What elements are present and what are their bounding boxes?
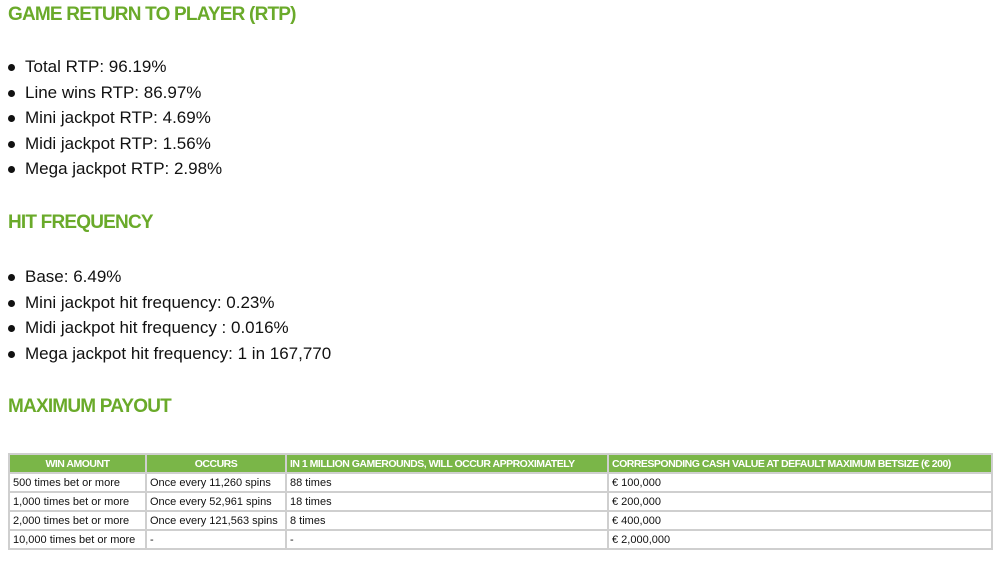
list: Base: 6.49% Mini jackpot hit frequency: …: [6, 264, 331, 366]
table-cell: 8 times: [285, 510, 609, 531]
list-item: Base: 6.49%: [6, 264, 331, 290]
table-cell: € 200,000: [607, 491, 993, 512]
table-cell: € 100,000: [607, 472, 993, 493]
table-row: 1,000 times bet or more Once every 52,961…: [8, 491, 993, 512]
table-row: 10,000 times bet or more - - € 2,000,000: [8, 529, 993, 550]
section-title: HIT FREQUENCY: [8, 212, 154, 233]
table-cell: € 400,000: [607, 510, 993, 531]
table-cell: € 2,000,000: [607, 529, 993, 550]
table-cell: Once every 52,961 spins: [145, 491, 287, 512]
list-item: Mini jackpot hit frequency: 0.23%: [6, 290, 331, 316]
table-cell: -: [145, 529, 287, 550]
payout-table: WIN AMOUNT OCCURS IN 1 MILLION GAMEROUND…: [8, 453, 993, 550]
table-row: 2,000 times bet or more Once every 121,56…: [8, 510, 993, 531]
table-cell: Once every 11,260 spins: [145, 472, 287, 493]
table-body: 500 times bet or more Once every 11,260 s…: [8, 472, 993, 550]
header-row: WIN AMOUNT OCCURS IN 1 MILLION GAMEROUND…: [8, 453, 993, 474]
table-cell: 18 times: [285, 491, 609, 512]
table-cell: 1,000 times bet or more: [8, 491, 147, 512]
table-cell: 500 times bet or more: [8, 472, 147, 493]
header-cell: OCCURS: [145, 453, 287, 474]
list-item: Midi jackpot RTP: 1.56%: [6, 131, 222, 157]
header-cell: WIN AMOUNT: [8, 453, 147, 474]
header-cell: IN 1 MILLION GAMEROUNDS, WILL OCCUR APPR…: [285, 453, 609, 474]
list-item: Mega jackpot hit frequency: 1 in 167,770: [6, 341, 331, 367]
list-item: Mini jackpot RTP: 4.69%: [6, 105, 222, 131]
header-cell: CORRESPONDING CASH VALUE AT DEFAULT MAXI…: [607, 453, 993, 474]
section-title: MAXIMUM PAYOUT: [8, 396, 172, 417]
table-cell: 2,000 times bet or more: [8, 510, 147, 531]
list: Total RTP: 96.19% Line wins RTP: 86.97% …: [6, 54, 222, 182]
table-row: 500 times bet or more Once every 11,260 s…: [8, 472, 993, 493]
list-item: Midi jackpot hit frequency : 0.016%: [6, 315, 331, 341]
table-cell: 10,000 times bet or more: [8, 529, 147, 550]
list-item: Line wins RTP: 86.97%: [6, 80, 222, 106]
list-item: Mega jackpot RTP: 2.98%: [6, 156, 222, 182]
table-cell: -: [285, 529, 609, 550]
section-title: GAME RETURN TO PLAYER (RTP): [8, 4, 297, 25]
table-cell: Once every 121,563 spins: [145, 510, 287, 531]
table-cell: 88 times: [285, 472, 609, 493]
list-item: Total RTP: 96.19%: [6, 54, 222, 80]
